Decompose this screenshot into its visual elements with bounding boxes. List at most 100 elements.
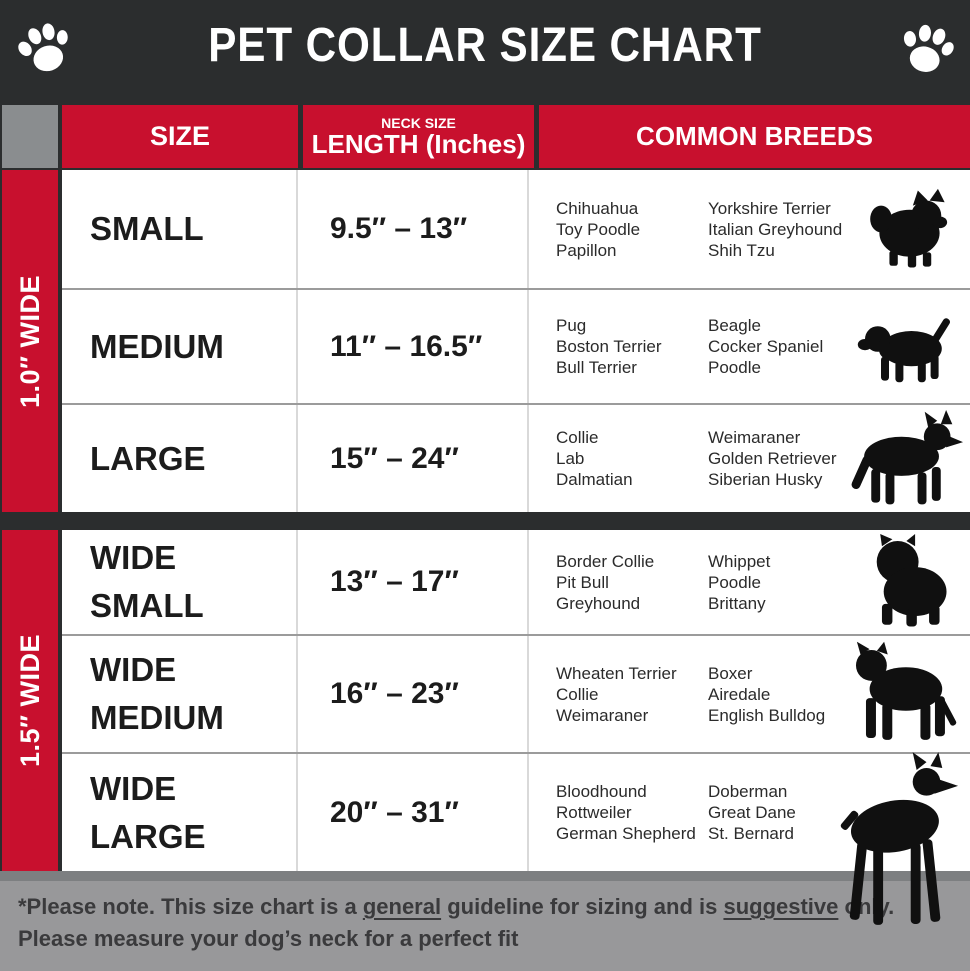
breed-item: Toy Poodle	[556, 219, 641, 239]
breed-item: Doberman	[708, 782, 788, 801]
size-cell: SMALL	[62, 170, 298, 288]
row-divider	[62, 634, 970, 636]
breed-item: Shih Tzu	[708, 240, 775, 260]
neck-length-cell: 20″ – 31″	[298, 754, 529, 871]
breed-list: Bloodhound Rottweiler German Shepherd	[556, 781, 708, 844]
breed-item: Chihuahua	[556, 198, 639, 218]
length-label: LENGTH (Inches)	[311, 128, 526, 159]
breed-list: Chihuahua Toy Poodle Papillon	[556, 198, 708, 261]
page-title: PET COLLAR SIZE CHART	[208, 19, 762, 72]
band-divider	[62, 512, 970, 530]
size-cell: WIDE LARGE	[62, 754, 298, 871]
breed-item: Italian Greyhound	[708, 219, 843, 239]
breed-list: Doberman Great Dane St. Bernard	[708, 781, 878, 844]
row-divider	[62, 403, 970, 405]
size-cell: WIDE MEDIUM	[62, 636, 298, 752]
breed-item: Lab	[556, 449, 585, 468]
header-bar: PET COLLAR SIZE CHART	[0, 0, 970, 97]
breed-item: Collie	[556, 684, 599, 704]
footer-underlined-word: general	[362, 894, 442, 919]
breeds-cell: Chihuahua Toy Poodle Papillon Yorkshire …	[529, 170, 970, 288]
breed-item: Collie	[556, 428, 599, 447]
footer-line-1: *Please note. This size chart is a gener…	[18, 871, 970, 923]
breed-list: Collie Lab Dalmatian	[556, 427, 708, 490]
breed-item: Airedale	[708, 684, 771, 704]
breed-item: Border Collie	[556, 551, 655, 571]
row-divider	[62, 288, 970, 290]
width-band-label: 1.5″ WIDE	[14, 634, 45, 767]
column-header-common-breeds: COMMON BREEDS	[539, 105, 970, 168]
breed-item: Whippet	[708, 551, 771, 571]
footer-text: *Please note. This size chart is a	[18, 894, 363, 919]
breed-list: Beagle Cocker Spaniel Poodle	[708, 315, 878, 378]
breeds-cell: Collie Lab Dalmatian Weimaraner Golden R…	[529, 405, 970, 512]
pitbull-dog-icon	[855, 641, 957, 740]
width-band-1-5-inch: 1.5″ WIDE	[2, 530, 58, 871]
breed-item: Poodle	[708, 572, 761, 592]
size-cell: MEDIUM	[62, 290, 298, 403]
footer-text: guideline for sizing and is	[441, 894, 724, 919]
breed-item: Weimaraner	[708, 428, 801, 447]
neck-length-cell: 11″ – 16.5″	[298, 290, 529, 403]
breeds-cell: Bloodhound Rottweiler German Shepherd Do…	[529, 752, 970, 925]
beagle-dog-icon	[857, 317, 951, 382]
breed-item: Papillon	[556, 240, 617, 260]
footer-line-2: Please measure your dog’s neck for a per…	[18, 926, 519, 951]
column-header-neck-length: NECK SIZE LENGTH (Inches)	[303, 105, 534, 168]
german-shepherd-dog-icon	[851, 409, 964, 504]
width-band-1-inch: 1.0″ WIDE	[2, 170, 58, 512]
size-cell: LARGE	[62, 405, 298, 512]
breed-list: Boxer Airedale English Bulldog	[708, 663, 878, 726]
breed-item: Poodle	[708, 358, 761, 377]
table-header-row: SIZE NECK SIZE LENGTH (Inches) COMMON BR…	[62, 105, 970, 168]
breed-item: Siberian Husky	[708, 470, 823, 489]
breed-item: Bloodhound	[556, 782, 647, 801]
breed-item: Boxer	[708, 663, 753, 683]
breed-item: St. Bernard	[708, 824, 794, 843]
breed-item: Greyhound	[556, 593, 641, 613]
breed-item: Bull Terrier	[556, 358, 637, 377]
table-row-wide-large: WIDE LARGE 20″ – 31″ Bloodhound Rottweil…	[62, 752, 970, 925]
corner-cell	[2, 105, 58, 168]
breed-item: Cocker Spaniel	[708, 337, 824, 356]
size-cell: WIDE SMALL	[62, 530, 298, 634]
pomeranian-dog-icon	[870, 188, 948, 268]
paw-icon	[903, 24, 954, 72]
breed-item: Yorkshire Terrier	[708, 198, 831, 218]
table-row-wide-small: WIDE SMALL 13″ – 17″ Border Collie Pit B…	[62, 530, 970, 634]
breed-item: Brittany	[708, 593, 766, 613]
table-row-medium: MEDIUM 11″ – 16.5″ Pug Boston Terrier Bu…	[62, 290, 970, 403]
breed-item: Pit Bull	[556, 572, 609, 592]
table-body: SMALL 9.5″ – 13″ Chihuahua Toy Poodle Pa…	[62, 170, 970, 925]
breed-list: Whippet Poodle Brittany	[708, 551, 878, 614]
footer-underlined-word: suggestive	[723, 894, 839, 919]
neck-length-cell: 9.5″ – 13″	[298, 170, 529, 288]
breed-item: Golden Retriever	[708, 449, 837, 468]
breed-list: Pug Boston Terrier Bull Terrier	[556, 315, 708, 378]
breed-list: Wheaten Terrier Collie Weimaraner	[556, 663, 708, 726]
breed-list: Weimaraner Golden Retriever Siberian Hus…	[708, 427, 878, 490]
table-row-large: LARGE 15″ – 24″ Collie Lab Dalmatian Wei…	[62, 405, 970, 512]
breeds-cell: Pug Boston Terrier Bull Terrier Beagle C…	[529, 290, 970, 403]
row-divider	[62, 752, 970, 754]
doberman-dog-icon	[840, 752, 959, 925]
breed-item: English Bulldog	[708, 705, 826, 725]
footer-note: *Please note. This size chart is a gener…	[0, 871, 970, 971]
table-row-wide-medium: WIDE MEDIUM 16″ – 23″ Wheaten Terrier Co…	[62, 636, 970, 752]
breed-list: Yorkshire Terrier Italian Greyhound Shih…	[708, 198, 878, 261]
neck-length-cell: 13″ – 17″	[298, 530, 529, 634]
neck-size-label: NECK SIZE	[381, 114, 456, 131]
breed-list: Border Collie Pit Bull Greyhound	[556, 551, 708, 614]
breed-item: Weimaraner	[556, 705, 649, 725]
breed-item: Pug	[556, 316, 587, 335]
column-header-size: SIZE	[62, 105, 298, 168]
breeds-cell: Wheaten Terrier Collie Weimaraner Boxer …	[529, 636, 970, 752]
paw-icon	[18, 23, 68, 72]
breed-item: German Shepherd	[556, 824, 696, 843]
breed-item: Great Dane	[708, 803, 796, 822]
breeds-cell: Border Collie Pit Bull Greyhound Whippet…	[529, 530, 970, 634]
width-band-label: 1.0″ WIDE	[14, 274, 45, 408]
breed-item: Wheaten Terrier	[556, 663, 677, 683]
breed-item: Beagle	[708, 316, 761, 335]
